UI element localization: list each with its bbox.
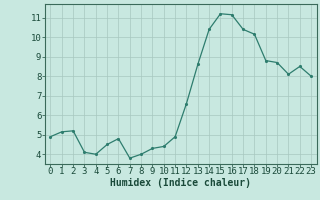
X-axis label: Humidex (Indice chaleur): Humidex (Indice chaleur) bbox=[110, 178, 251, 188]
